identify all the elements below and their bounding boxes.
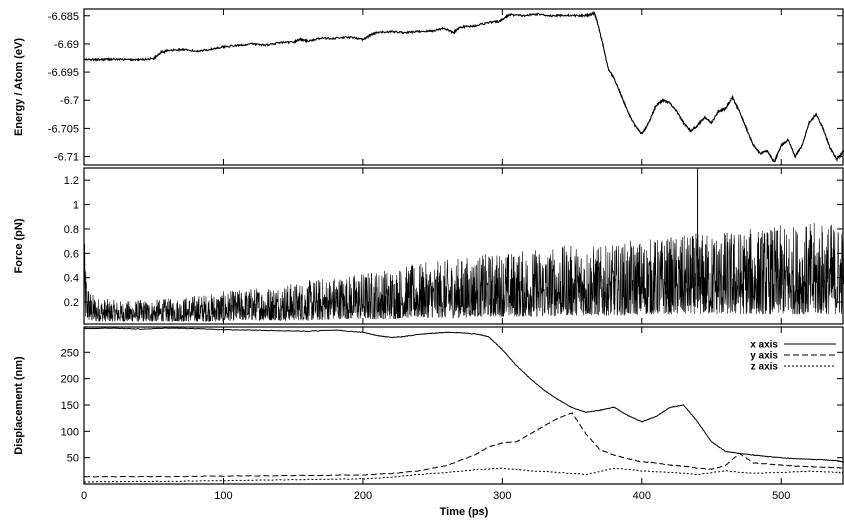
force-y-tick-label: 0.2 [64,297,79,309]
energy-y-tick-label: -6.71 [54,152,79,164]
force-y-tick-label: 1 [73,200,79,212]
x-tick-label: 0 [81,490,87,502]
x-tick-label: 400 [633,490,651,502]
displacement-y-tick-label: 250 [61,347,79,359]
displacement-y-tick-label: 200 [61,374,79,386]
x-tick-label: 100 [214,490,232,502]
energy-y-tick-label: -6.705 [48,123,79,135]
displacement-y-tick-label: 100 [61,426,79,438]
displacement-panel: 50 100 150 200 250 0 100 200 300 400 500 Displaceme… [13,326,844,518]
energy-y-tick-label: -6.685 [48,11,79,23]
x-tick-label: 500 [772,490,790,502]
displacement-series-z-axis [83,467,844,483]
x-axis-title: Time (ps) [440,506,489,518]
energy-panel: -6.685 -6.69 -6.695 -6.7 -6.705 -6.71 Energy /… [13,8,844,166]
force-y-tick-label: 0.6 [64,248,79,260]
displacement-y-axis-title: Displacement (nm) [13,356,25,455]
force-trace [83,223,844,323]
displacement-frame [83,326,844,485]
legend-label-x-axis: x axis [750,340,778,351]
force-panel: 0.2 0.4 0.6 0.8 1 1.2 Force (pN) [13,167,844,325]
energy-y-tick-label: -6.69 [54,39,79,51]
legend-label-z-axis: z axis [751,362,779,373]
displacement-y-tick-label: 50 [67,453,79,465]
force-y-tick-label: 0.8 [64,224,79,236]
displacement-series-y-axis [83,411,844,478]
energy-y-tick-label: -6.695 [48,67,79,79]
energy-y-tick-label: -6.7 [60,95,79,107]
x-tick-label: 300 [493,490,511,502]
energy-series-line [83,10,844,163]
force-y-tick-label: 0.4 [64,273,79,285]
legend-label-y-axis: y axis [750,351,778,362]
energy-y-axis-title: Energy / Atom (eV) [13,38,25,136]
force-frame [83,167,844,325]
displacement-series-x-axis [83,327,844,463]
force-y-axis-title: Force (pN) [13,218,25,273]
energy-frame [83,8,844,166]
displacement-y-tick-label: 150 [61,400,79,412]
force-y-tick-label: 1.2 [64,175,79,187]
x-tick-label: 200 [354,490,372,502]
